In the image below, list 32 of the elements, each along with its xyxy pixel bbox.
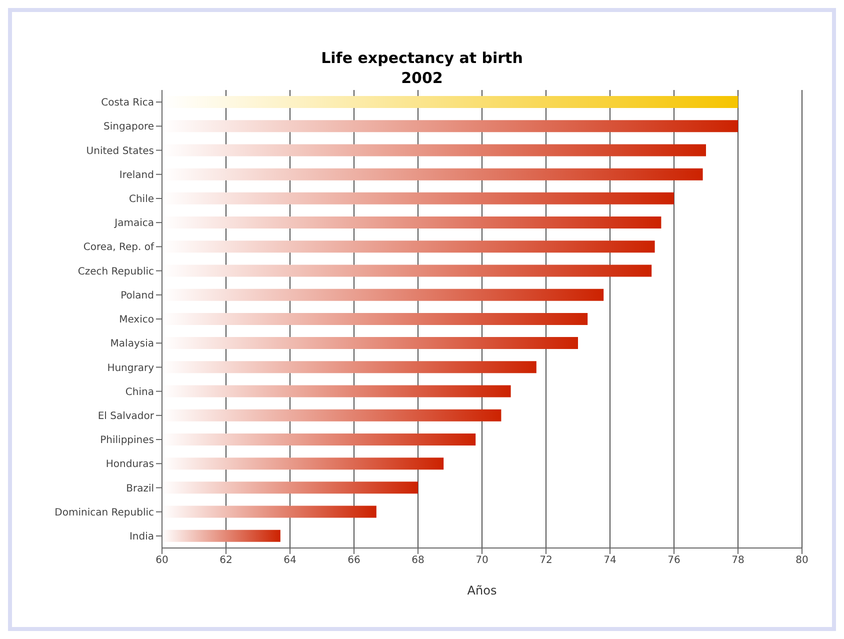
y-tick-label: Dominican Republic [54,507,154,518]
x-tick-label: 60 [156,555,168,566]
x-tick-label: 74 [604,555,616,566]
y-tick-label: Jamaica [114,218,154,230]
x-tick-label: 80 [796,555,808,566]
y-tick-label: Malaysia [110,338,154,350]
y-tick-label: Ireland [119,170,154,181]
y-tick-label: Poland [120,290,154,302]
y-tick-label: Czech Republic [78,266,154,278]
y-tick-label: Brazil [126,483,154,494]
chart-title: Life expectancy at birth 2002 [320,48,524,88]
y-tick-label: United States [86,146,154,157]
y-tick-label: El Salvador [98,410,155,422]
y-tick-label: Costa Rica [101,98,154,109]
x-tick-label: 72 [540,555,552,566]
y-tick-label: Chile [128,194,154,206]
y-tick-label: Philippines [100,435,154,446]
y-tick-label: Mexico [119,314,154,326]
y-tick-label: Corea, Rep. of [83,242,154,254]
x-tick-label: 66 [348,555,360,566]
x-tick-label: 78 [732,555,744,566]
y-tick-label: Singapore [104,122,154,133]
y-tick-label: Honduras [106,459,154,470]
x-tick-label: 62 [220,555,232,566]
x-tick-label: 70 [476,555,488,566]
y-tick-label: India [129,531,154,542]
y-tick-label: China [125,386,154,398]
y-tick-label: Hungrary [107,362,154,374]
x-axis-title: Años [467,584,497,598]
x-tick-label: 76 [668,555,680,566]
x-tick-label: 64 [284,555,296,566]
x-tick-label: 68 [412,555,424,566]
